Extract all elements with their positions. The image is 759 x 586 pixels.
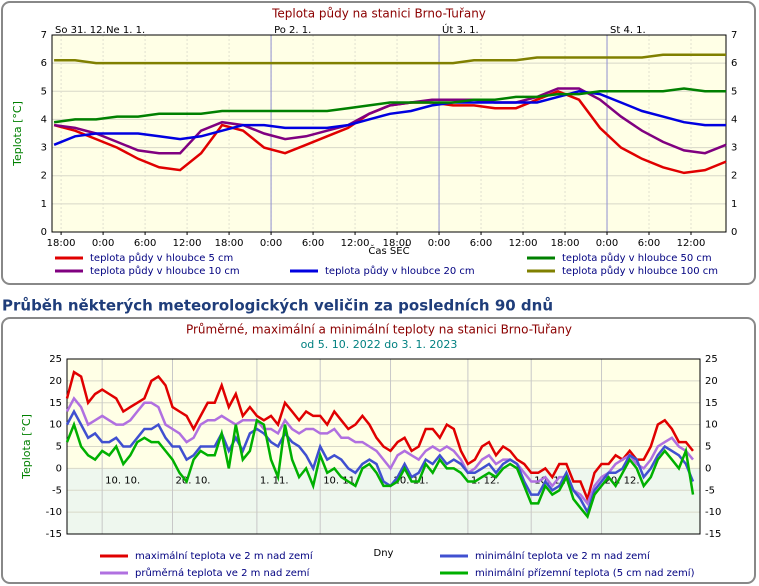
legend-label: minimální přízemní teplota (5 cm nad zem… bbox=[475, 567, 695, 579]
y-tick-label-right: 6 bbox=[731, 58, 737, 69]
day-label: Ne 1. 1. bbox=[106, 25, 145, 36]
day-label: So 31. 12. bbox=[55, 25, 106, 36]
y-tick-label-right: 2 bbox=[731, 171, 737, 182]
y-tick-label: 4 bbox=[41, 114, 47, 125]
y-tick-label: 5 bbox=[41, 86, 47, 97]
x-tick-label: 10. 12. bbox=[534, 475, 569, 486]
y-tick-label-right: -5 bbox=[705, 485, 715, 496]
legend-label: teplota půdy v hloubce 5 cm bbox=[90, 252, 233, 264]
y-tick-label: 1 bbox=[41, 199, 47, 210]
plot-frame bbox=[51, 34, 727, 233]
y-tick-label: 10 bbox=[49, 420, 62, 431]
x-tick-label: 0:00 bbox=[428, 238, 450, 249]
y-tick-label-right: 0 bbox=[731, 227, 737, 238]
chart-title: Průměrné, maximální a minimální teploty … bbox=[186, 323, 572, 337]
x-tick-label: 10. 10. bbox=[105, 475, 140, 486]
chart-title: Teplota půdy na stanici Brno-Tuřany bbox=[271, 7, 486, 21]
y-tick-label: -15 bbox=[46, 529, 62, 540]
legend-label: teplota půdy v hloubce 20 cm bbox=[325, 265, 475, 277]
y-tick-label: 0 bbox=[56, 463, 62, 474]
x-tick-label: 20. 10. bbox=[176, 475, 211, 486]
y-tick-label: 20 bbox=[49, 376, 62, 387]
x-tick-label: 18:00 bbox=[215, 238, 244, 249]
x-tick-label: 10. 11. bbox=[323, 475, 358, 486]
x-tick-label: 18:00 bbox=[47, 238, 76, 249]
y-tick-label: 0 bbox=[41, 227, 47, 238]
day-label: Po 2. 1. bbox=[274, 25, 311, 36]
day-label: St 4. 1. bbox=[610, 25, 646, 36]
y-tick-label-right: 1 bbox=[731, 199, 737, 210]
x-tick-label: 0:00 bbox=[596, 238, 618, 249]
y-tick-label: 15 bbox=[49, 398, 62, 409]
day-label: Út 3. 1. bbox=[442, 23, 479, 36]
y-tick-label-right: 5 bbox=[705, 442, 711, 453]
chart-subtitle: od 5. 10. 2022 do 3. 1. 2023 bbox=[301, 338, 458, 351]
x-tick-label: 12:00 bbox=[509, 238, 538, 249]
x-tick-label: 12:00 bbox=[341, 238, 370, 249]
x-tick-label: 20. 12. bbox=[605, 475, 640, 486]
x-tick-label: 1. 11. bbox=[260, 475, 289, 486]
y-tick-label-right: 25 bbox=[705, 354, 718, 365]
y-tick-label: -5 bbox=[52, 485, 62, 496]
y-tick-label-right: -10 bbox=[705, 507, 721, 518]
series-line bbox=[65, 418, 695, 520]
legend-label: minimální teplota ve 2 m nad zemí bbox=[475, 550, 651, 562]
x-tick-label: 12:00 bbox=[173, 238, 202, 249]
legend-label: maximální teplota ve 2 m nad zemí bbox=[135, 550, 314, 562]
series-line bbox=[65, 408, 695, 516]
series-line bbox=[65, 396, 694, 506]
x-tick-label: 0:00 bbox=[92, 238, 114, 249]
y-tick-label: 3 bbox=[41, 143, 47, 154]
y-tick-label-right: 5 bbox=[731, 86, 737, 97]
y-tick-label: 25 bbox=[49, 354, 62, 365]
y-tick-label-right: 7 bbox=[731, 30, 737, 41]
series-line bbox=[54, 53, 726, 65]
y-tick-label-right: 4 bbox=[731, 114, 737, 125]
plot-bg bbox=[52, 35, 726, 232]
y-tick-label-right: 3 bbox=[731, 143, 737, 154]
y-tick-label-right: 0 bbox=[705, 463, 711, 474]
x-tick-label: 6:00 bbox=[302, 238, 324, 249]
plot-frame bbox=[66, 358, 701, 535]
y-axis-label: Teplota [°C] bbox=[20, 414, 33, 480]
series-line bbox=[53, 90, 726, 146]
legend-label: teplota půdy v hloubce 100 cm bbox=[562, 265, 718, 277]
y-axis-label: Teplota [°C] bbox=[11, 101, 24, 167]
legend-label: teplota půdy v hloubce 50 cm bbox=[562, 252, 712, 264]
x-tick-label: 6:00 bbox=[134, 238, 156, 249]
x-tick-label: 1. 12. bbox=[471, 475, 500, 486]
series-line bbox=[53, 87, 727, 155]
y-tick-label-right: 15 bbox=[705, 398, 718, 409]
x-axis-label: Čas SEČ bbox=[368, 244, 409, 257]
section-heading: Průběh některých meteorologických veliči… bbox=[2, 297, 553, 315]
y-tick-label: 5 bbox=[56, 442, 62, 453]
legend-label: teplota půdy v hloubce 10 cm bbox=[90, 265, 240, 277]
y-tick-label-right: 10 bbox=[705, 420, 718, 431]
y-tick-label: 7 bbox=[41, 30, 47, 41]
series-line bbox=[53, 87, 726, 124]
x-tick-label: 6:00 bbox=[638, 238, 660, 249]
y-tick-label-right: -15 bbox=[705, 529, 721, 540]
x-tick-label: 6:00 bbox=[470, 238, 492, 249]
x-axis-label: Dny bbox=[374, 548, 394, 559]
x-tick-label: 12:00 bbox=[677, 238, 706, 249]
y-tick-label: 2 bbox=[41, 171, 47, 182]
y-tick-label-right: 20 bbox=[705, 376, 718, 387]
x-tick-label: 0:00 bbox=[260, 238, 282, 249]
series-line bbox=[65, 370, 694, 503]
y-tick-label: -10 bbox=[46, 507, 62, 518]
x-tick-label: 18:00 bbox=[551, 238, 580, 249]
x-tick-label: 18:00 bbox=[383, 238, 412, 249]
legend-label: průměrná teplota ve 2 m nad zemí bbox=[135, 567, 311, 579]
y-tick-label: 6 bbox=[41, 58, 47, 69]
